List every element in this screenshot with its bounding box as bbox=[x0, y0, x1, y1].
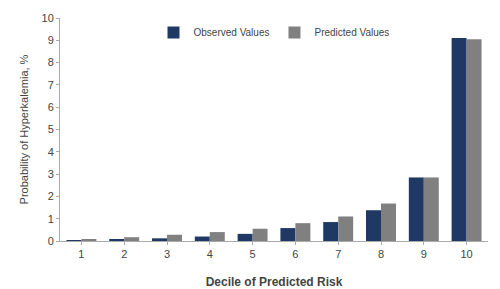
svg-text:7: 7 bbox=[335, 248, 341, 260]
svg-text:6: 6 bbox=[48, 101, 54, 113]
svg-text:8: 8 bbox=[48, 56, 54, 68]
svg-text:2: 2 bbox=[121, 248, 127, 260]
svg-text:5: 5 bbox=[48, 123, 54, 135]
svg-text:6: 6 bbox=[292, 248, 298, 260]
svg-text:3: 3 bbox=[164, 248, 170, 260]
svg-text:10: 10 bbox=[460, 248, 472, 260]
svg-text:1: 1 bbox=[48, 213, 54, 225]
svg-text:2: 2 bbox=[48, 190, 54, 202]
svg-text:9: 9 bbox=[48, 34, 54, 46]
svg-text:Decile of Predicted Risk: Decile of Predicted Risk bbox=[206, 275, 343, 289]
svg-text:1: 1 bbox=[78, 248, 84, 260]
svg-text:7: 7 bbox=[48, 79, 54, 91]
svg-text:0: 0 bbox=[48, 235, 54, 247]
svg-text:8: 8 bbox=[378, 248, 384, 260]
svg-text:3: 3 bbox=[48, 168, 54, 180]
svg-text:Probability of Hyperkalemia, %: Probability of Hyperkalemia, % bbox=[18, 54, 30, 204]
svg-text:5: 5 bbox=[250, 248, 256, 260]
svg-text:9: 9 bbox=[421, 248, 427, 260]
svg-text:Observed Values: Observed Values bbox=[194, 27, 270, 38]
svg-text:4: 4 bbox=[207, 248, 213, 260]
svg-text:4: 4 bbox=[48, 146, 54, 158]
svg-text:Predicted Values: Predicted Values bbox=[314, 27, 389, 38]
svg-text:10: 10 bbox=[42, 12, 54, 24]
